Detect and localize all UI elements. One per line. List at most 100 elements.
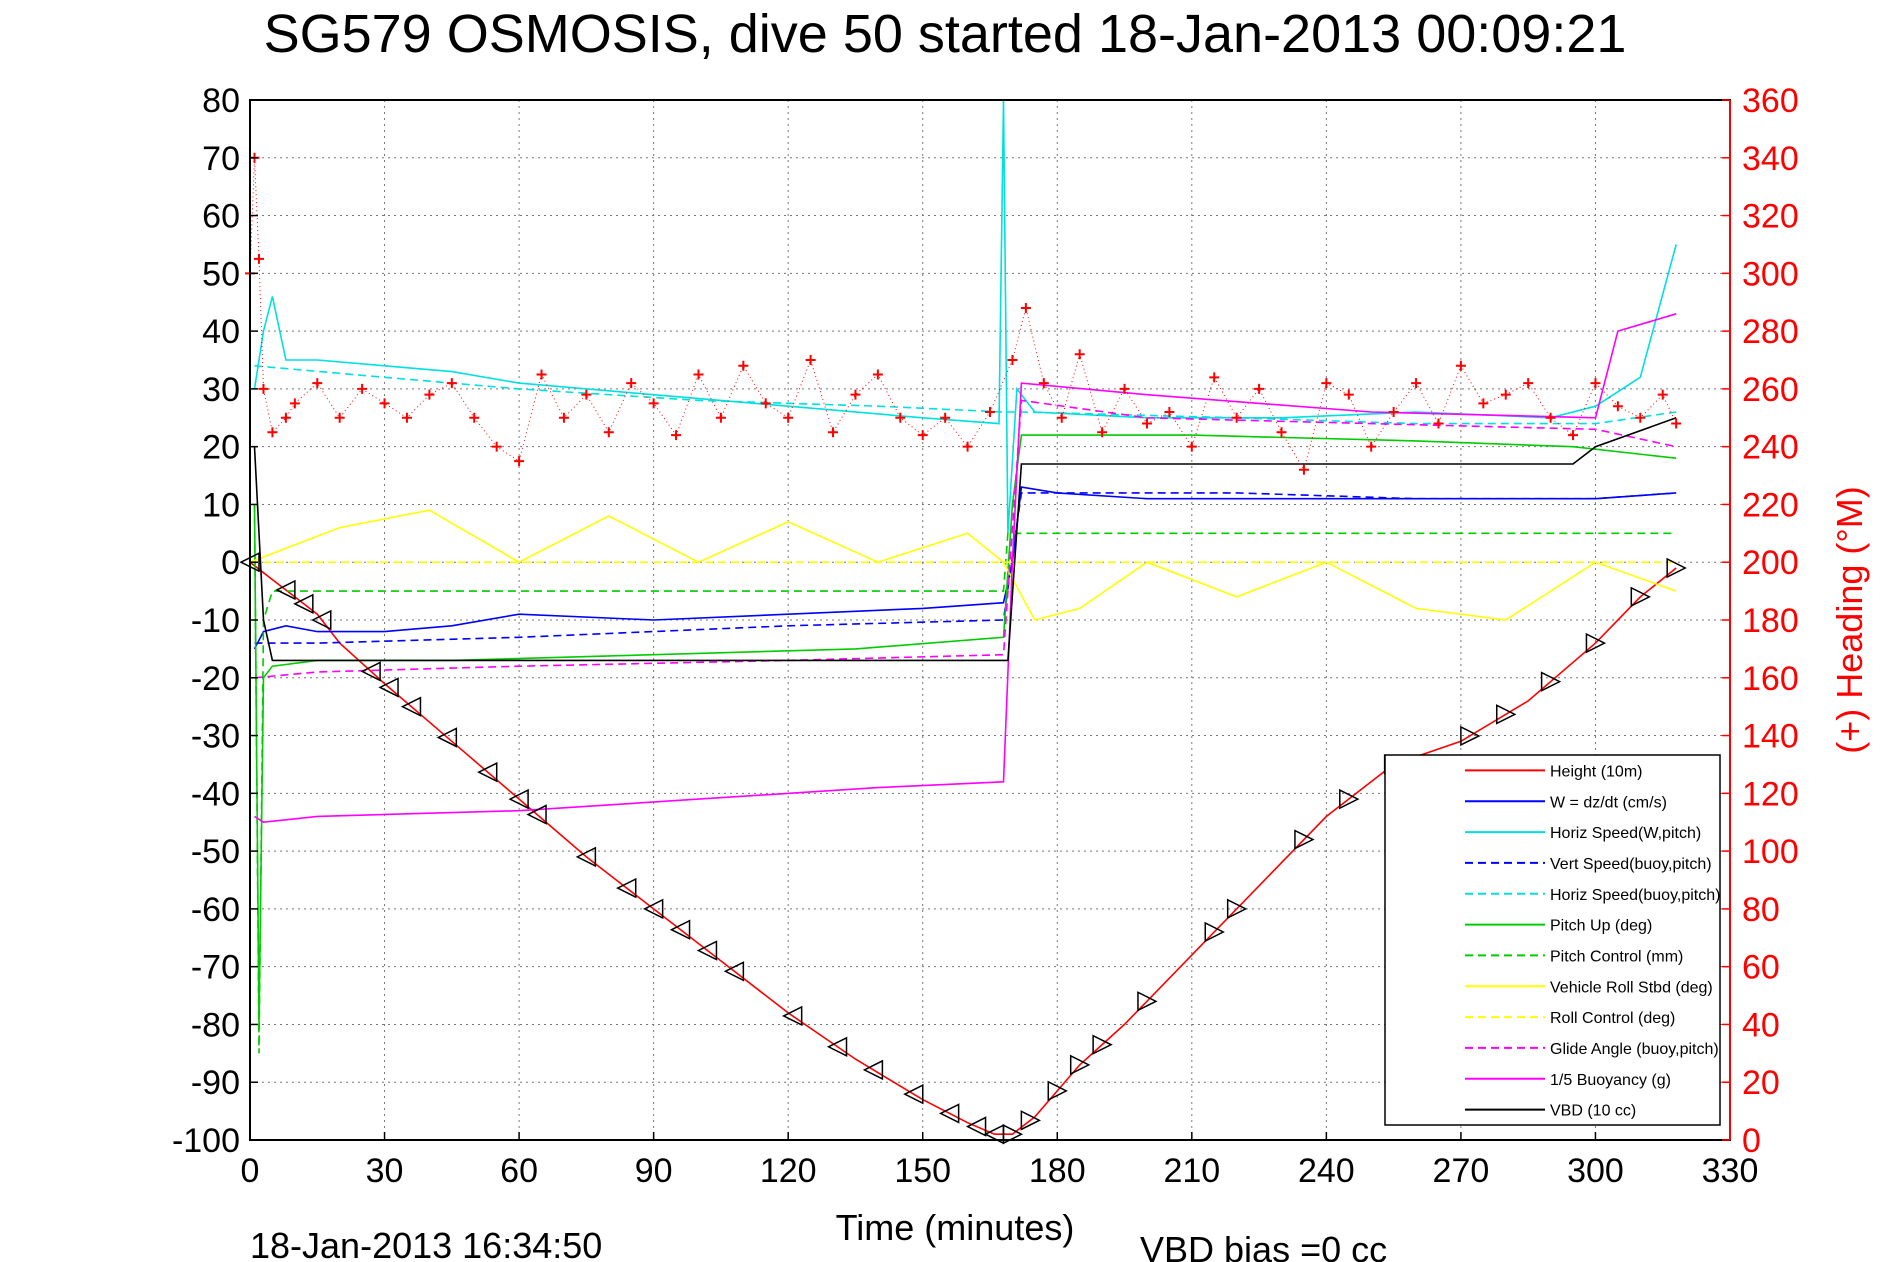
heading-marker bbox=[760, 398, 771, 409]
heading-marker bbox=[491, 441, 502, 452]
triangle-marker bbox=[436, 727, 458, 748]
heading-marker bbox=[536, 369, 547, 380]
triangle-marker bbox=[903, 1083, 924, 1105]
heading-marker bbox=[1097, 427, 1108, 438]
y-tick-label: 40 bbox=[202, 313, 240, 351]
legend-label: Vert Speed(buoy,pitch) bbox=[1550, 856, 1712, 873]
triangle-marker bbox=[508, 788, 529, 810]
heading-marker bbox=[401, 412, 412, 423]
heading-marker bbox=[1366, 441, 1377, 452]
triangle-marker bbox=[275, 579, 296, 601]
heading-marker bbox=[850, 389, 861, 400]
heading-marker bbox=[917, 430, 928, 441]
heading-marker bbox=[1056, 412, 1067, 423]
triangle-markers bbox=[239, 552, 1687, 1145]
heading-marker bbox=[895, 412, 906, 423]
heading-marker bbox=[940, 412, 951, 423]
triangle-marker bbox=[1092, 1034, 1113, 1055]
triangle-marker bbox=[826, 1036, 848, 1057]
legend-label: Roll Control (deg) bbox=[1550, 1010, 1675, 1027]
x-tick-label: 210 bbox=[1163, 1152, 1220, 1190]
heading-marker bbox=[357, 383, 368, 394]
y-tick-label: 80 bbox=[202, 82, 240, 120]
triangle-marker bbox=[862, 1059, 884, 1081]
triangle-marker bbox=[696, 940, 718, 961]
series-line bbox=[253, 417, 1677, 662]
x-tick-label: 0 bbox=[241, 1152, 260, 1190]
heading-marker bbox=[280, 412, 291, 423]
heading-marker bbox=[603, 427, 614, 438]
heading-marker bbox=[1074, 349, 1085, 360]
triangle-marker bbox=[1002, 1124, 1024, 1145]
y-tick-label: 60 bbox=[202, 198, 240, 236]
heading-marker bbox=[715, 412, 726, 423]
series-line bbox=[254, 313, 1677, 824]
y-tick-label: -90 bbox=[191, 1064, 240, 1102]
y2-tick-label: 120 bbox=[1742, 775, 1799, 813]
series-line bbox=[253, 486, 1677, 650]
y2-tick-label: 320 bbox=[1742, 198, 1799, 236]
triangle-marker bbox=[1666, 557, 1687, 579]
triangle-marker bbox=[1540, 671, 1562, 692]
triangle-marker bbox=[311, 609, 332, 631]
heading-marker bbox=[1478, 398, 1489, 409]
heading-marker bbox=[258, 383, 269, 394]
series-line bbox=[253, 434, 1677, 1025]
heading-marker bbox=[1254, 383, 1265, 394]
heading-marker bbox=[1612, 401, 1623, 412]
triangle-marker bbox=[1585, 632, 1607, 654]
triangle-marker bbox=[1226, 898, 1248, 920]
y-tick-label: -10 bbox=[191, 602, 240, 640]
footer-timestamp: 18-Jan-2013 16:34:50 bbox=[250, 1225, 602, 1262]
y2-tick-label: 260 bbox=[1742, 371, 1799, 409]
heading-marker bbox=[1141, 418, 1152, 429]
x-tick-label: 90 bbox=[635, 1152, 673, 1190]
heading-marker bbox=[1388, 407, 1399, 417]
chart-title: SG579 OSMOSIS, dive 50 started 18-Jan-20… bbox=[264, 4, 1627, 64]
triangle-marker bbox=[1460, 725, 1481, 747]
triangle-marker bbox=[1496, 704, 1517, 725]
y-tick-label: 50 bbox=[202, 255, 240, 293]
x-tick-label: 270 bbox=[1433, 1152, 1490, 1190]
series-layer bbox=[249, 99, 1677, 1135]
heading-marker bbox=[671, 430, 682, 441]
legend-label: Horiz Speed(W,pitch) bbox=[1550, 825, 1701, 842]
y-tick-label: -70 bbox=[191, 949, 240, 987]
y-tick-label: 30 bbox=[202, 371, 240, 409]
triangle-marker bbox=[477, 761, 498, 783]
series-line bbox=[254, 365, 1677, 425]
heading-marker bbox=[962, 441, 973, 452]
y2-tick-label: 100 bbox=[1742, 833, 1799, 871]
heading-marker bbox=[1298, 464, 1309, 475]
heading-marker bbox=[289, 398, 300, 409]
heading-marker bbox=[312, 378, 323, 389]
heading-marker bbox=[334, 412, 345, 423]
x-tick-label: 300 bbox=[1567, 1152, 1624, 1190]
series-line bbox=[254, 492, 1677, 644]
triangle-marker bbox=[400, 696, 422, 717]
heading-marker bbox=[1635, 412, 1646, 423]
y-tick-label: -60 bbox=[191, 891, 240, 929]
grid-lines bbox=[250, 100, 1730, 1140]
heading-marker bbox=[253, 253, 264, 264]
series-line bbox=[253, 504, 1677, 1054]
y-tick-label: 70 bbox=[202, 140, 240, 178]
heading-markers bbox=[245, 152, 1682, 475]
y2-tick-label: 340 bbox=[1742, 140, 1799, 178]
x-tick-label: 150 bbox=[894, 1152, 951, 1190]
triangle-marker bbox=[781, 1005, 803, 1027]
triangle-marker bbox=[965, 1116, 987, 1137]
triangle-marker bbox=[360, 661, 381, 682]
heading-marker bbox=[514, 456, 525, 467]
legend-label: Height (10m) bbox=[1550, 763, 1642, 780]
heading-marker bbox=[1671, 418, 1682, 429]
y2-tick-label: 280 bbox=[1742, 313, 1799, 351]
legend-box bbox=[1384, 754, 1721, 1126]
heading-marker bbox=[985, 407, 995, 417]
heading-marker bbox=[446, 378, 457, 389]
y-tick-label: -40 bbox=[191, 775, 240, 813]
heading-marker bbox=[1568, 430, 1579, 441]
triangle-marker bbox=[1339, 788, 1360, 810]
heading-marker bbox=[267, 427, 278, 438]
heading-marker bbox=[828, 427, 839, 438]
